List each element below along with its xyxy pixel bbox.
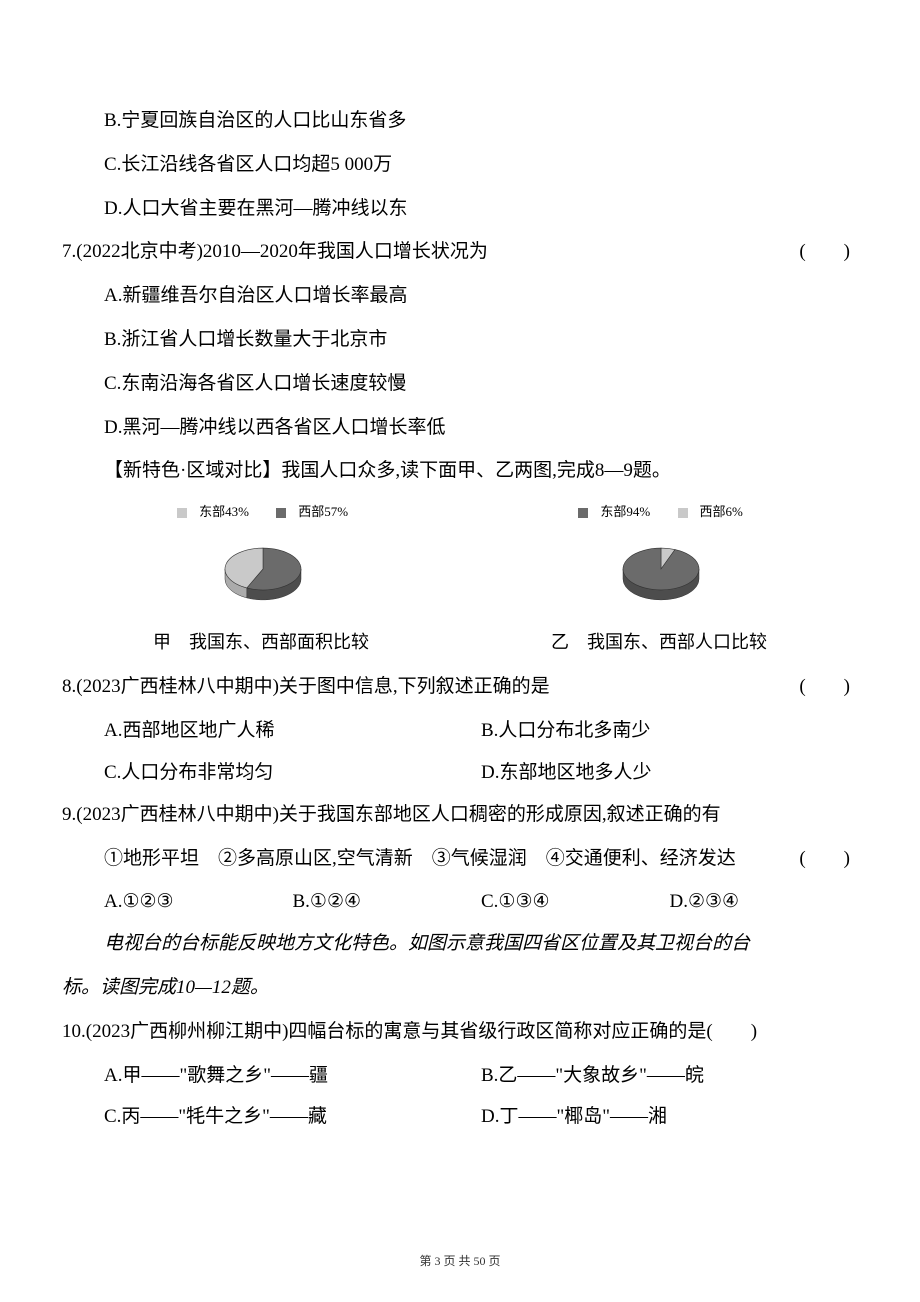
q7-text: 7.(2022北京中考)2010—2020年我国人口增长状况为 [62, 241, 488, 262]
caption-jia: 甲 我国东、西部面积比较 [153, 623, 369, 663]
q9-option-b: B.①②④ [293, 881, 482, 923]
q7-option-c: C.东南沿海各省区人口增长速度较慢 [62, 363, 858, 405]
intro-8-9: 【新特色·区域对比】我国人口众多,读下面甲、乙两图,完成8—9题。 [62, 450, 858, 492]
pie-jia-svg [188, 531, 338, 611]
q8-option-a: A.西部地区地广人稀 [104, 710, 481, 752]
intro-10-12-a: 电视台的台标能反映地方文化特色。如图示意我国四省区位置及其卫视台的台 [62, 923, 858, 965]
chart-yi-legend: 东部94% 西部6% [566, 498, 754, 527]
q7-option-d: D.黑河—腾冲线以西各省区人口增长率低 [62, 407, 858, 449]
q10-stem: 10.(2023广西柳州柳江期中)四幅台标的寓意与其省级行政区简称对应正确的是(… [62, 1011, 858, 1053]
q9-stem: 9.(2023广西桂林八中期中)关于我国东部地区人口稠密的形成原因,叙述正确的有 [62, 794, 858, 836]
swatch-jia-west [276, 508, 286, 518]
q7-stem: 7.(2022北京中考)2010—2020年我国人口增长状况为 ( ) [62, 231, 858, 273]
legend-jia-west: 西部57% [298, 504, 348, 519]
q8-option-d: D.东部地区地多人少 [481, 752, 858, 794]
q9-blank: ( ) [799, 838, 850, 880]
q7-blank: ( ) [799, 231, 850, 273]
q9-option-d: D.②③④ [670, 881, 859, 923]
q6-option-d: D.人口大省主要在黑河—腾冲线以东 [62, 188, 858, 230]
q8-blank: ( ) [799, 666, 850, 708]
q8-options-row1: A.西部地区地广人稀 B.人口分布北多南少 [62, 710, 858, 752]
q6-option-b: B.宁夏回族自治区的人口比山东省多 [62, 100, 858, 142]
chart-captions-row: 甲 我国东、西部面积比较 乙 我国东、西部人口比较 [62, 615, 858, 663]
q8-stem: 8.(2023广西桂林八中期中)关于图中信息,下列叙述正确的是 ( ) [62, 666, 858, 708]
q8-options-row2: C.人口分布非常均匀 D.东部地区地多人少 [62, 752, 858, 794]
swatch-yi-west [678, 508, 688, 518]
q10-option-a: A.甲——"歌舞之乡"——疆 [104, 1055, 481, 1097]
pie-yi-svg [586, 531, 736, 611]
q9-options: A.①②③ B.①②④ C.①③④ D.②③④ [62, 881, 858, 923]
q6-option-c: C.长江沿线各省区人口均超5 000万 [62, 144, 858, 186]
q7-option-a: A.新疆维吾尔自治区人口增长率最高 [62, 275, 858, 317]
q10-option-d: D.丁——"椰岛"——湘 [481, 1096, 858, 1138]
q10-option-b: B.乙——"大象故乡"——皖 [481, 1055, 858, 1097]
q9-option-c: C.①③④ [481, 881, 670, 923]
chart-jia-legend: 东部43% 西部57% [165, 498, 360, 527]
q7-option-b: B.浙江省人口增长数量大于北京市 [62, 319, 858, 361]
swatch-yi-east [578, 508, 588, 518]
legend-yi-west: 西部6% [700, 504, 743, 519]
legend-yi-east: 东部94% [600, 504, 650, 519]
q10-options-row2: C.丙——"牦牛之乡"——藏 D.丁——"椰岛"——湘 [62, 1096, 858, 1138]
q9-option-a: A.①②③ [104, 881, 293, 923]
chart-yi: 东部94% 西部6% [566, 498, 754, 611]
q8-text: 8.(2023广西桂林八中期中)关于图中信息,下列叙述正确的是 [62, 676, 550, 697]
q10-option-c: C.丙——"牦牛之乡"——藏 [104, 1096, 481, 1138]
caption-yi: 乙 我国东、西部人口比较 [551, 623, 767, 663]
intro-10-12-b: 标。读图完成10—12题。 [62, 967, 858, 1009]
q8-option-c: C.人口分布非常均匀 [104, 752, 481, 794]
swatch-jia-east [177, 508, 187, 518]
q9-items: ①地形平坦 ②多高原山区,空气清新 ③气候湿润 ④交通便利、经济发达 [62, 838, 858, 880]
chart-jia: 东部43% 西部57% [165, 498, 360, 611]
q10-options-row1: A.甲——"歌舞之乡"——疆 B.乙——"大象故乡"——皖 [62, 1055, 858, 1097]
legend-jia-east: 东部43% [199, 504, 249, 519]
charts-container: 东部43% 西部57% 东部94% 西部6% [62, 498, 858, 611]
q8-option-b: B.人口分布北多南少 [481, 710, 858, 752]
page-footer: 第 3 页 共 50 页 [0, 1248, 920, 1274]
